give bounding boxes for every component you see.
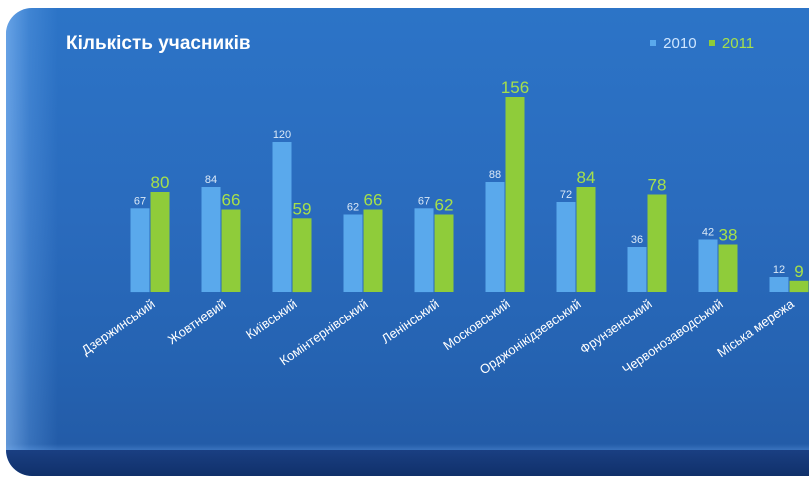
value-label-2010-4: 67 [418,195,430,207]
value-labels-layer: 67 80 84 66 120 59 62 66 67 62 88 156 72 84 36 78 42 38 12… [134,78,804,281]
category-label-9: Міська мережа [714,296,797,360]
bar-2011-0 [150,192,170,292]
legend-label-2011: 2011 [721,35,755,52]
panel-bottom-band [6,450,809,476]
bar-2011-3 [363,209,383,292]
bar-2011-8 [718,244,738,292]
bar-2010-3 [343,214,363,292]
category-label-2: Київський [243,296,300,342]
legend-swatch-2011 [708,40,715,47]
value-label-2010-8: 42 [702,227,714,239]
value-label-2010-3: 62 [347,202,359,214]
category-label-4: Ленінський [379,296,442,346]
bar-2010-2 [272,142,292,292]
value-label-2011-5: 156 [501,78,529,97]
value-label-2010-7: 36 [631,234,643,246]
bar-2011-2 [292,218,312,293]
value-label-2010-5: 88 [489,169,501,181]
value-label-2011-6: 84 [577,168,596,187]
bar-2010-1 [201,187,221,292]
value-label-2010-2: 120 [273,129,291,141]
value-label-2011-9: 9 [794,262,803,281]
category-labels-layer: Дзержинський Жовтневий КиївськийКомінтерні… [79,296,798,378]
value-label-2010-6: 72 [560,189,572,201]
panel-bottom-glow [6,444,809,452]
legend-item-2010: 2010 [650,35,697,52]
bar-2011-4 [434,214,454,292]
value-label-2011-7: 78 [648,176,667,195]
legend-swatch-2010 [650,40,656,47]
value-label-2011-1: 66 [222,191,241,210]
bar-2010-8 [698,239,718,292]
bar-2011-5 [505,97,525,292]
bar-2010-6 [556,202,576,292]
category-label-0: Дзержинський [79,296,158,358]
value-label-2011-8: 38 [719,226,738,245]
value-label-2010-1: 84 [205,174,217,186]
bar-2010-7 [627,247,647,292]
bars-layer [130,97,809,293]
chart-legend: 2010 2011 [650,35,762,55]
bar-2010-4 [414,208,434,293]
bar-2011-7 [647,194,667,292]
bar-2011-1 [221,209,241,292]
value-label-2011-3: 66 [364,191,383,210]
value-label-2010-0: 67 [134,195,146,207]
legend-label-2010: 2010 [663,35,697,52]
bar-2010-9 [769,277,789,292]
panel-gloss [6,8,58,476]
value-label-2011-4: 62 [435,196,454,215]
bar-2011-6 [576,187,596,292]
value-label-2011-0: 80 [151,173,170,192]
category-label-1: Жовтневий [165,296,229,347]
bar-2010-0 [130,208,150,293]
bar-2010-5 [485,182,505,292]
chart-title: Кількість учасників [66,33,251,54]
bar-2011-9 [789,280,809,293]
value-label-2011-2: 59 [293,199,312,218]
category-label-5: Московський [440,296,513,353]
legend-item-2011: 2011 [708,35,755,52]
value-label-2010-9: 12 [773,264,785,276]
